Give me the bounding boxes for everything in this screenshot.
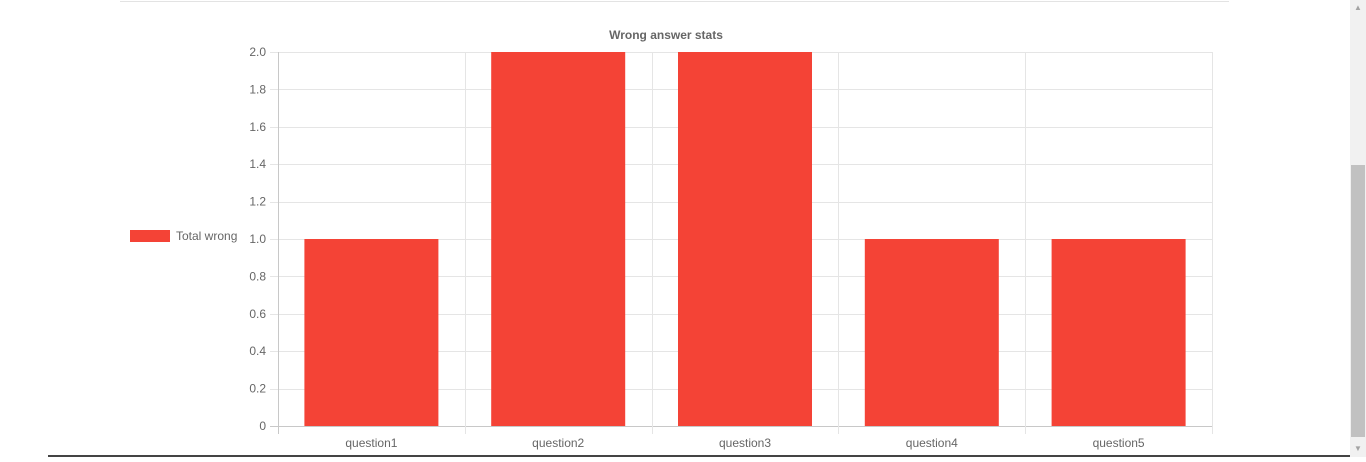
bar-question3[interactable] [678, 52, 812, 426]
bar-question4[interactable] [864, 239, 999, 426]
x-axis: question1 question2 question3 question4 ques… [345, 436, 1145, 450]
y-tick-label: 0.4 [249, 344, 266, 358]
y-tick-label: 0.6 [249, 307, 266, 321]
y-tick-label: 0 [259, 419, 266, 433]
bottom-edge [48, 455, 1350, 457]
legend-swatch [130, 230, 170, 242]
bars [304, 52, 1186, 426]
legend-label: Total wrong [176, 229, 237, 243]
y-tick-label: 1.2 [249, 195, 266, 209]
x-tick-label: question3 [719, 436, 771, 450]
x-tick-label: question5 [1093, 436, 1145, 450]
chart-container: Wrong answer stats Total wrong 0 0.2 0.4 0.… [130, 28, 1213, 450]
y-tick-label: 2.0 [249, 45, 266, 59]
arrow-down-icon[interactable]: ▼ [1354, 444, 1362, 453]
vertical-scrollbar[interactable]: ▲ ▼ [1350, 0, 1366, 457]
x-tick-label: question2 [532, 436, 584, 450]
top-divider [120, 1, 1229, 2]
x-tick-label: question1 [345, 436, 397, 450]
legend[interactable]: Total wrong [130, 229, 237, 243]
x-tick-label: question4 [906, 436, 958, 450]
scrollbar-thumb[interactable] [1351, 165, 1365, 437]
y-tick-label: 1.8 [249, 82, 266, 96]
y-tick-label: 0.2 [249, 382, 266, 396]
arrow-up-icon[interactable]: ▲ [1354, 3, 1362, 12]
y-tick-label: 1.6 [249, 120, 266, 134]
y-axis: 0 0.2 0.4 0.6 0.8 1.0 1.2 1.4 1.6 1.8 2.0 [249, 45, 266, 433]
y-tick-label: 1.4 [249, 157, 266, 171]
y-tick-label: 1.0 [249, 232, 266, 246]
bar-chart: Wrong answer stats Total wrong 0 0.2 0.4 0.… [130, 28, 1213, 450]
bar-question2[interactable] [491, 52, 626, 426]
bar-question5[interactable] [1051, 239, 1186, 426]
bar-question1[interactable] [304, 239, 439, 426]
y-tick-label: 0.8 [249, 269, 266, 283]
chart-title: Wrong answer stats [609, 28, 723, 42]
